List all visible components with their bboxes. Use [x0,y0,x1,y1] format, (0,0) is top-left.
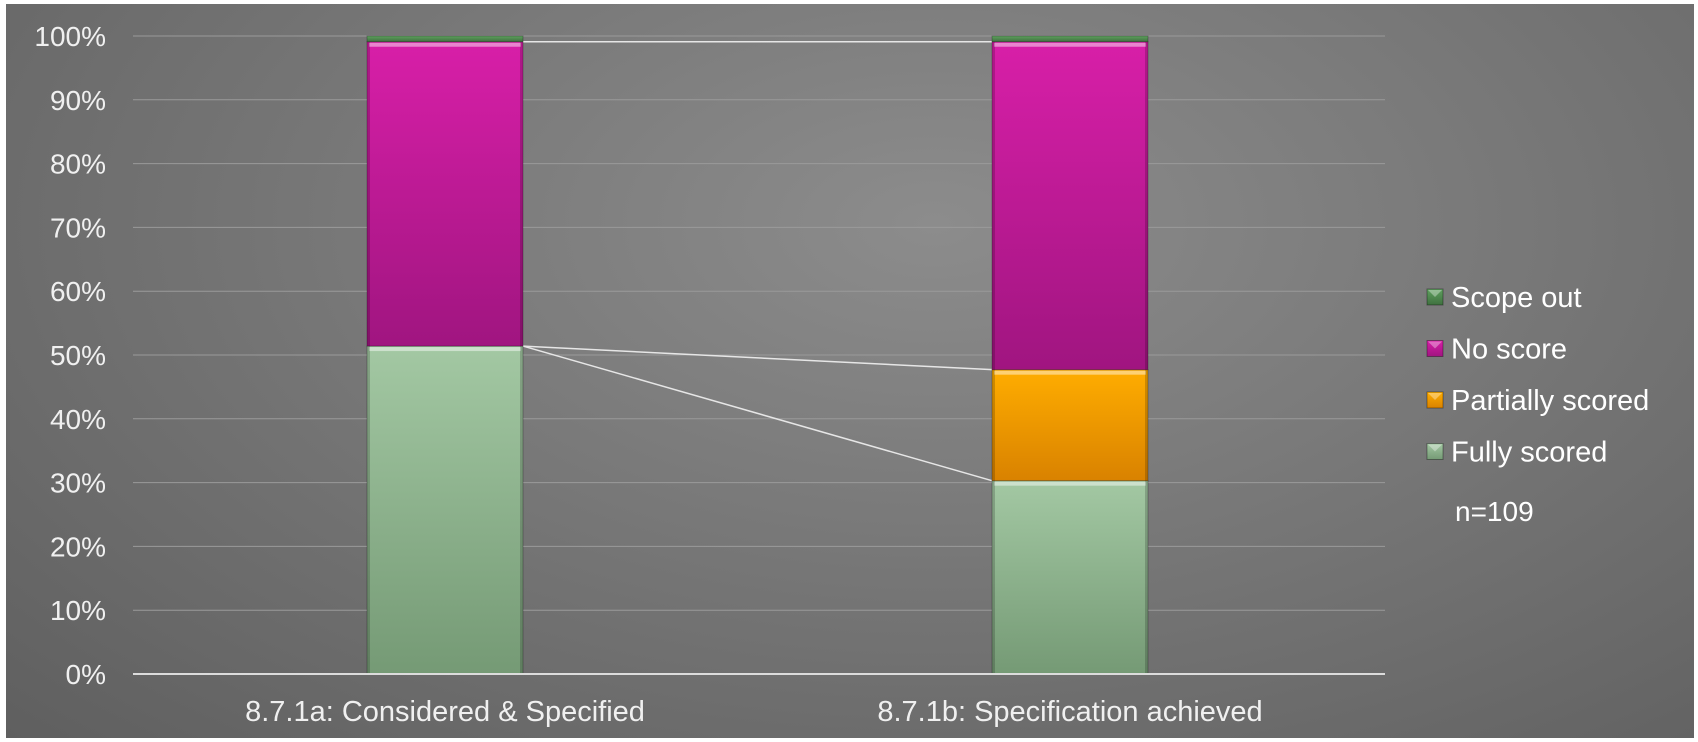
legend-item-scope-out: Scope out [1426,282,1582,314]
y-tick-label: 20% [50,531,106,562]
bar-segment-no-score [991,41,1149,371]
bar-edge-right [520,41,523,347]
legend-swatch-highlight [1428,444,1442,452]
y-tick-label: 60% [50,276,106,307]
chart-background [6,4,1694,738]
legend-swatch-highlight [1428,341,1442,349]
legend-swatch [1426,340,1444,357]
bar-scope-out [366,35,524,43]
bar-highlight [994,370,1146,375]
bar-edge-left [367,346,370,674]
legend-swatch [1426,443,1444,460]
legend-label: Scope out [1451,282,1582,314]
y-tick-label: 0% [66,659,106,690]
gridlines [133,35,1385,611]
bar-partially-scored [991,369,1149,482]
bar-no-score [991,41,1149,371]
bar-fully-scored [366,345,524,675]
legend-label: Fully scored [1451,437,1607,469]
legend-item-no-score: No score [1426,334,1567,366]
y-tick-label: 70% [50,212,106,243]
legend-item-fully-scored: Fully scored [1426,437,1607,469]
bar-segment-partially-scored [991,369,1149,482]
bar-segment-scope-out [366,35,524,43]
bar-no-score [366,41,524,347]
legend-swatch [1426,288,1444,306]
bar-edge-right [1145,41,1148,370]
bar-edge-left [367,41,370,347]
y-tick-label: 40% [50,404,106,435]
bar-highlight [369,42,521,47]
y-tick-label: 100% [34,21,106,52]
x-category-label: 8.7.1a: Considered & Specified [245,696,645,728]
bars [366,35,1149,675]
y-tick-label: 80% [50,149,106,180]
legend-swatch-highlight [1428,393,1442,400]
bar-highlight [994,42,1146,47]
legend-swatch [1426,391,1444,409]
y-axis-ticks: 0% 10% 20% 30% 40% 50% 60% 70% 80% 90% 100% [34,21,106,690]
legend-label: Partially scored [1451,385,1649,417]
bar-segment-fully-scored [991,480,1149,675]
sample-size-annotation: n=109 [1455,496,1534,527]
bar-edge-left [992,369,995,481]
series-line-partially-scored [522,345,993,371]
legend-item-partially-scored: Partially scored [1426,385,1649,417]
series-line-fully-scored [522,345,993,482]
y-tick-label: 50% [50,340,106,371]
x-category-label: 8.7.1b: Specification achieved [877,696,1262,728]
bar-edge-right [1145,369,1148,481]
x-axis: 8.7.1a: Considered & Specified 8.7.1b: Sp… [133,673,1385,728]
y-tick-label: 90% [50,85,106,116]
bar-scope-out [991,35,1149,43]
y-tick-label: 30% [50,468,106,499]
series-lines [522,40,993,482]
bar-edge-right [1145,480,1148,674]
bar-fully-scored [991,480,1149,675]
bar-edge-right [520,346,523,674]
bar-segment-scope-out [991,35,1149,43]
bar-edge-left [992,41,995,370]
legend-swatch-highlight [1428,290,1442,297]
bar-segment-no-score [366,41,524,347]
bar-highlight [994,481,1146,486]
legend-label: No score [1451,334,1567,366]
bar-highlight [369,347,521,352]
bar-segment-fully-scored [366,345,524,675]
bar-edge-left [992,480,995,674]
y-tick-label: 10% [50,595,106,626]
legend: Scope out No score Partially scored Fully s… [1426,282,1649,527]
